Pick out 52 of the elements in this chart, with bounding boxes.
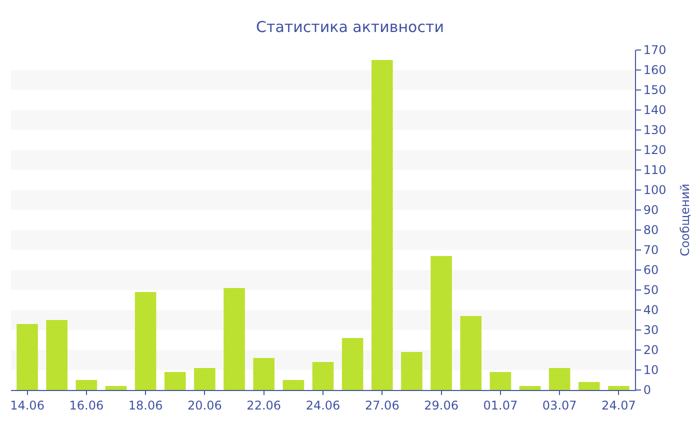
y-tick-label: 90	[643, 203, 659, 218]
bar	[460, 316, 482, 390]
x-tick-label: 27.06	[364, 398, 400, 412]
bar	[608, 386, 630, 390]
y-tick-label: 60	[643, 263, 659, 278]
bar	[194, 368, 216, 390]
y-axis-title: Сообщений	[678, 184, 692, 256]
y-tick-label: 0	[643, 383, 652, 398]
x-tick-label: 03.07	[542, 398, 577, 412]
x-tick-label: 29.06	[424, 398, 458, 412]
bar	[578, 382, 600, 390]
y-tick-label: 40	[643, 303, 659, 318]
chart-title: Статистика активности	[256, 18, 444, 36]
bar	[519, 386, 541, 390]
bar	[76, 380, 98, 390]
x-tick-label: 18.06	[128, 398, 163, 412]
y-tick-label: 20	[643, 343, 659, 358]
bar	[342, 338, 364, 390]
x-tick-label: 16.06	[69, 398, 104, 412]
y-tick-label: 70	[643, 243, 659, 258]
y-tick-label: 100	[643, 183, 666, 198]
bar	[548, 368, 570, 390]
bar	[372, 60, 393, 390]
bar	[46, 320, 68, 390]
y-tick-label: 150	[643, 83, 666, 98]
bar	[253, 358, 274, 390]
x-tick-label: 24.07	[602, 398, 636, 412]
bar	[401, 352, 422, 390]
bar	[224, 288, 245, 390]
y-tick-label: 120	[643, 143, 666, 158]
bar	[105, 386, 127, 390]
y-tick-label: 10	[643, 363, 659, 378]
bar	[16, 324, 38, 390]
x-tick-label: 22.06	[246, 398, 282, 412]
bar	[282, 380, 304, 390]
bar	[312, 362, 334, 390]
y-tick-label: 140	[643, 103, 666, 118]
y-tick-label: 130	[643, 123, 666, 138]
y-tick-label: 30	[643, 323, 659, 338]
x-tick-label: 01.07	[483, 398, 518, 412]
y-tick-label: 50	[643, 283, 659, 298]
y-tick-label: 170	[643, 43, 666, 58]
y-tick-label: 110	[643, 163, 666, 178]
bar	[134, 292, 156, 390]
x-tick-label: 24.06	[306, 398, 340, 412]
x-tick-label: 14.06	[10, 398, 44, 412]
y-tick-label: 80	[643, 223, 659, 238]
x-tick-label: 20.06	[188, 398, 222, 412]
y-tick-label: 160	[643, 63, 666, 78]
bar	[430, 256, 452, 390]
bar	[164, 372, 186, 390]
bar	[490, 372, 512, 390]
